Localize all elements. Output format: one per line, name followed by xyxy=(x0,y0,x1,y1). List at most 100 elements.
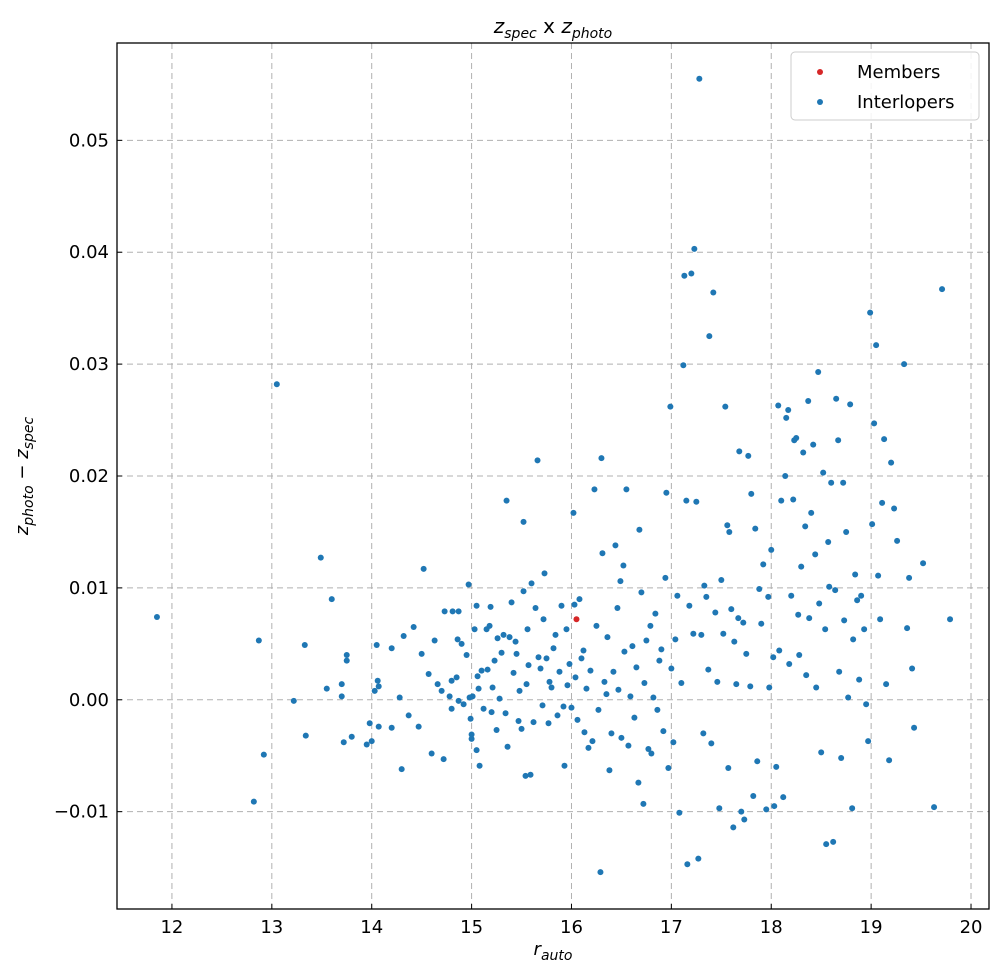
point-interlopers xyxy=(522,772,529,779)
y-tick-label: 0.03 xyxy=(69,354,109,375)
point-interlopers xyxy=(484,666,491,673)
point-interlopers xyxy=(578,655,585,662)
x-tick-label: 20 xyxy=(960,917,983,938)
point-interlopers xyxy=(338,693,345,700)
point-interlopers xyxy=(668,665,675,672)
point-interlopers xyxy=(660,728,667,735)
point-interlopers xyxy=(812,551,819,558)
point-interlopers xyxy=(323,685,330,692)
point-interlopers xyxy=(568,704,575,711)
point-interlopers xyxy=(796,652,803,659)
point-interlopers xyxy=(745,452,752,459)
point-interlopers xyxy=(648,750,655,757)
point-interlopers xyxy=(726,528,733,535)
point-interlopers xyxy=(763,806,770,813)
point-interlopers xyxy=(633,664,640,671)
point-interlopers xyxy=(901,361,908,368)
point-interlopers xyxy=(580,647,587,654)
legend-label-interlopers: Interlopers xyxy=(857,92,955,113)
point-interlopers xyxy=(374,677,381,684)
point-interlopers xyxy=(741,816,748,823)
legend-box xyxy=(790,51,980,121)
gridlines xyxy=(117,43,989,909)
point-interlopers xyxy=(512,638,519,645)
point-interlopers xyxy=(710,289,717,296)
point-interlopers xyxy=(510,669,517,676)
point-interlopers xyxy=(527,771,534,778)
point-interlopers xyxy=(448,705,455,712)
point-interlopers xyxy=(496,695,503,702)
point-interlopers xyxy=(662,574,669,581)
point-interlopers xyxy=(513,650,520,657)
x-tick-label: 18 xyxy=(760,917,783,938)
point-interlopers xyxy=(467,715,474,722)
point-interlopers xyxy=(832,587,839,594)
point-interlopers xyxy=(712,609,719,616)
point-interlopers xyxy=(440,756,447,763)
point-interlopers xyxy=(564,682,571,689)
point-interlopers xyxy=(606,767,613,774)
point-interlopers xyxy=(627,693,634,700)
point-interlopers xyxy=(847,401,854,408)
legend-label-members: Members xyxy=(857,62,940,83)
point-interlopers xyxy=(909,665,916,672)
point-interlopers xyxy=(498,649,505,656)
point-interlopers xyxy=(528,580,535,587)
point-interlopers xyxy=(546,678,553,685)
point-interlopers xyxy=(328,596,335,603)
point-interlopers xyxy=(911,724,918,731)
point-interlopers xyxy=(348,733,355,740)
point-interlopers xyxy=(733,681,740,688)
point-interlopers xyxy=(861,626,868,633)
point-interlopers xyxy=(468,731,475,738)
point-interlopers xyxy=(523,681,530,688)
point-interlopers xyxy=(690,630,697,637)
point-interlopers xyxy=(805,398,812,405)
point-interlopers xyxy=(641,679,648,686)
point-interlopers xyxy=(473,602,480,609)
point-interlopers xyxy=(388,724,395,731)
point-interlopers xyxy=(920,560,927,567)
point-interlopers xyxy=(823,841,830,848)
point-interlopers xyxy=(947,616,954,623)
legend-marker-members xyxy=(817,69,823,75)
point-interlopers xyxy=(471,626,478,633)
point-interlopers xyxy=(415,723,422,730)
point-interlopers xyxy=(820,469,827,476)
point-interlopers xyxy=(904,625,911,632)
point-interlopers xyxy=(698,631,705,638)
point-interlopers xyxy=(500,631,507,638)
point-interlopers xyxy=(676,809,683,816)
point-interlopers xyxy=(700,730,707,737)
point-interlopers xyxy=(879,499,886,506)
point-interlopers xyxy=(883,681,890,688)
point-interlopers xyxy=(770,654,777,661)
x-axis-title: rauto xyxy=(534,939,573,964)
point-interlopers xyxy=(520,588,527,595)
point-interlopers xyxy=(486,622,493,629)
y-axis: −0.01 0.00 0.01 0.02 0.03 0.04 0.05 xyxy=(54,130,122,823)
point-interlopers xyxy=(465,581,472,588)
point-interlopers xyxy=(771,803,778,810)
point-interlopers xyxy=(640,800,647,807)
point-interlopers xyxy=(388,645,395,652)
point-interlopers xyxy=(828,479,835,486)
point-interlopers xyxy=(795,611,802,618)
point-interlopers xyxy=(841,617,848,624)
point-interlopers xyxy=(302,732,309,739)
point-interlopers xyxy=(566,660,573,667)
point-interlopers xyxy=(454,636,461,643)
point-interlopers xyxy=(441,608,448,615)
point-interlopers xyxy=(480,705,487,712)
point-interlopers xyxy=(576,596,583,603)
point-interlopers xyxy=(636,526,643,533)
point-interlopers xyxy=(656,657,663,664)
point-interlopers xyxy=(681,272,688,279)
point-interlopers xyxy=(530,719,537,726)
point-interlopers xyxy=(502,710,509,717)
point-interlopers xyxy=(765,593,772,600)
point-interlopers xyxy=(830,838,837,845)
point-interlopers xyxy=(788,592,795,599)
point-interlopers xyxy=(869,521,876,528)
point-interlopers xyxy=(652,610,659,617)
